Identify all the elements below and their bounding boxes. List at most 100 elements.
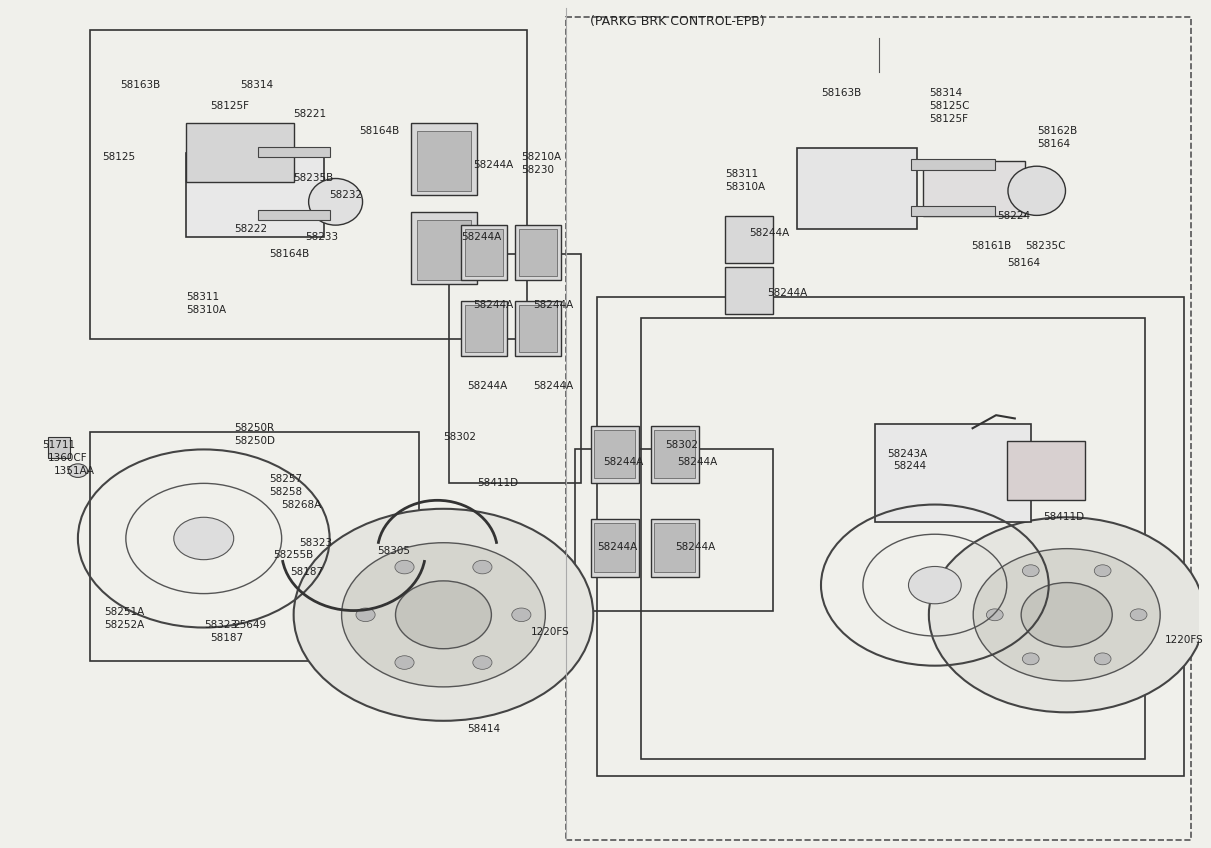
Circle shape xyxy=(512,608,530,622)
Bar xyxy=(566,17,1192,840)
Text: 1220FS: 1220FS xyxy=(530,627,569,637)
Bar xyxy=(465,305,504,352)
Text: 58162B: 58162B xyxy=(1037,126,1077,137)
Bar xyxy=(641,318,1144,759)
Bar xyxy=(650,519,699,577)
Text: 58250D: 58250D xyxy=(234,436,275,446)
Bar xyxy=(911,159,994,170)
Text: 58235C: 58235C xyxy=(1025,241,1066,251)
Bar xyxy=(911,206,994,216)
Circle shape xyxy=(908,566,962,604)
Text: 58305: 58305 xyxy=(378,546,411,556)
Text: 58244A: 58244A xyxy=(677,457,717,467)
Bar xyxy=(591,426,639,483)
Bar xyxy=(1006,441,1085,500)
Bar xyxy=(411,212,477,284)
Text: 58323: 58323 xyxy=(203,620,237,630)
Text: 51711: 51711 xyxy=(42,440,75,450)
Text: 58244A: 58244A xyxy=(467,381,507,391)
Text: 1360CF: 1360CF xyxy=(48,453,87,463)
Bar xyxy=(874,424,1031,522)
Text: 58187: 58187 xyxy=(291,567,323,577)
Text: 58235B: 58235B xyxy=(293,173,334,183)
Text: 58244A: 58244A xyxy=(461,232,501,243)
Circle shape xyxy=(1095,653,1110,665)
Ellipse shape xyxy=(309,178,362,226)
Text: 58210A: 58210A xyxy=(522,152,562,162)
Ellipse shape xyxy=(1008,166,1066,215)
Text: 58302: 58302 xyxy=(665,440,699,450)
Text: 58244A: 58244A xyxy=(474,160,513,170)
Circle shape xyxy=(1021,583,1112,647)
Bar xyxy=(411,123,477,195)
Text: 1351AA: 1351AA xyxy=(54,466,94,476)
Bar xyxy=(725,216,773,263)
Circle shape xyxy=(356,608,375,622)
Text: 58258: 58258 xyxy=(270,487,303,497)
Bar xyxy=(654,430,695,478)
Text: 58125F: 58125F xyxy=(210,101,248,111)
Text: 58411D: 58411D xyxy=(1043,512,1084,522)
Bar xyxy=(185,123,293,182)
Circle shape xyxy=(293,509,593,721)
Text: 58164: 58164 xyxy=(1037,139,1069,149)
Bar xyxy=(797,148,917,229)
Bar xyxy=(258,210,329,220)
Text: 58244A: 58244A xyxy=(533,300,574,310)
Circle shape xyxy=(974,549,1160,681)
Bar xyxy=(461,301,507,356)
Text: 58161B: 58161B xyxy=(971,241,1011,251)
Circle shape xyxy=(472,656,492,669)
Bar xyxy=(654,523,695,572)
Bar xyxy=(725,267,773,314)
Text: 58244A: 58244A xyxy=(533,381,574,391)
Text: 1220FS: 1220FS xyxy=(1165,635,1204,645)
Text: 58250R: 58250R xyxy=(234,423,274,433)
Text: 58268A: 58268A xyxy=(282,499,322,510)
Text: 58163B: 58163B xyxy=(821,88,861,98)
Text: 58255B: 58255B xyxy=(274,550,314,561)
Circle shape xyxy=(342,543,545,687)
Text: 58164B: 58164B xyxy=(360,126,400,137)
Text: 58221: 58221 xyxy=(293,109,327,120)
Text: 58323: 58323 xyxy=(299,538,333,548)
Bar xyxy=(650,426,699,483)
Bar xyxy=(417,220,471,280)
Text: 58125C: 58125C xyxy=(929,101,969,111)
Text: 58314: 58314 xyxy=(929,88,962,98)
Text: 58310A: 58310A xyxy=(185,304,226,315)
Bar xyxy=(591,519,639,577)
Text: 58257: 58257 xyxy=(270,474,303,484)
Text: 58224: 58224 xyxy=(997,211,1031,221)
Circle shape xyxy=(1022,565,1039,577)
Bar xyxy=(520,305,557,352)
Bar xyxy=(595,523,636,572)
Circle shape xyxy=(395,656,414,669)
Bar xyxy=(90,432,419,661)
Bar xyxy=(417,131,471,191)
Text: 58244A: 58244A xyxy=(603,457,643,467)
Text: 58233: 58233 xyxy=(305,232,339,243)
Text: 58252A: 58252A xyxy=(104,620,144,630)
Bar xyxy=(595,430,636,478)
Text: 58244A: 58244A xyxy=(597,542,637,552)
Circle shape xyxy=(1022,653,1039,665)
Text: (PARKG BRK CONTROL-EPB): (PARKG BRK CONTROL-EPB) xyxy=(590,14,764,28)
Text: 58125F: 58125F xyxy=(929,114,968,124)
Text: 58222: 58222 xyxy=(234,224,266,234)
Text: 58251A: 58251A xyxy=(104,607,144,617)
Bar xyxy=(465,229,504,276)
Bar xyxy=(520,229,557,276)
Text: 58230: 58230 xyxy=(522,165,555,175)
Text: 58302: 58302 xyxy=(443,432,476,442)
Circle shape xyxy=(929,517,1205,712)
Bar xyxy=(48,437,69,458)
Bar xyxy=(516,301,561,356)
Text: 58125: 58125 xyxy=(102,152,134,162)
Text: 58244A: 58244A xyxy=(767,287,808,298)
Text: 58311: 58311 xyxy=(185,292,219,302)
Text: 58244A: 58244A xyxy=(675,542,714,552)
Text: 58163B: 58163B xyxy=(120,80,160,90)
Circle shape xyxy=(1130,609,1147,621)
Text: 58164B: 58164B xyxy=(270,249,310,259)
